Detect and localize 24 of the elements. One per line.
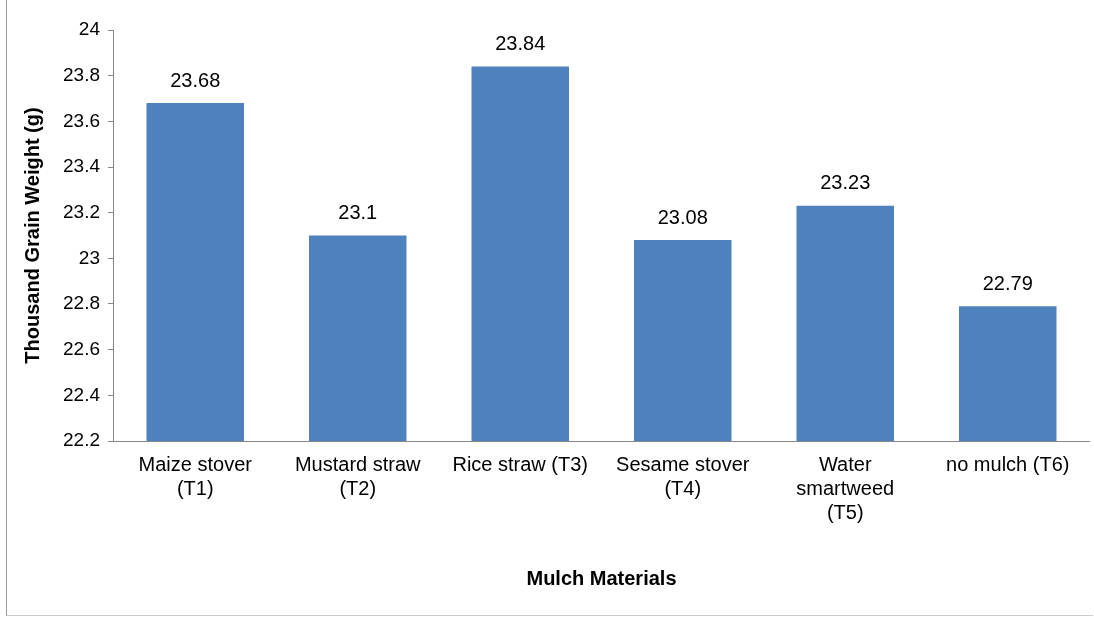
y-tick-label: 22.2 [63,429,100,451]
data-label: 23.1 [338,201,378,224]
y-tick-label: 23.4 [63,155,101,177]
x-tick-label: Mustard straw (T2) [294,452,422,499]
x-tick-label: Rice straw (T3) [452,452,589,475]
data-label: 23.68 [170,68,221,91]
y-tick-label: 23.8 [63,63,100,85]
x-tick-label: Maize stover (T1) [138,452,253,499]
data-label: 23.84 [495,32,546,55]
y-tick-label: 22.6 [63,337,100,359]
y-tick-label: 23.6 [63,109,100,131]
y-tick-label: 22.8 [63,292,100,314]
data-label: 23.23 [820,171,871,194]
y-tick-label: 24 [78,18,101,40]
y-tick-label: 23 [78,246,100,268]
y-tick-label: 23.2 [63,200,100,222]
data-label: 22.79 [982,271,1033,294]
x-tick-label: no mulch (T6) [946,452,1070,475]
y-tick-label: 22.4 [63,383,101,405]
x-tick-label: Sesame stover (T4) [616,452,750,499]
x-tick-label: Water smartweed (T5) [796,452,895,523]
data-label: 23.08 [657,205,708,228]
y-axis-title: Thousand Grain Weight (g) [20,107,43,364]
x-axis-title: Mulch Materials [526,566,677,589]
